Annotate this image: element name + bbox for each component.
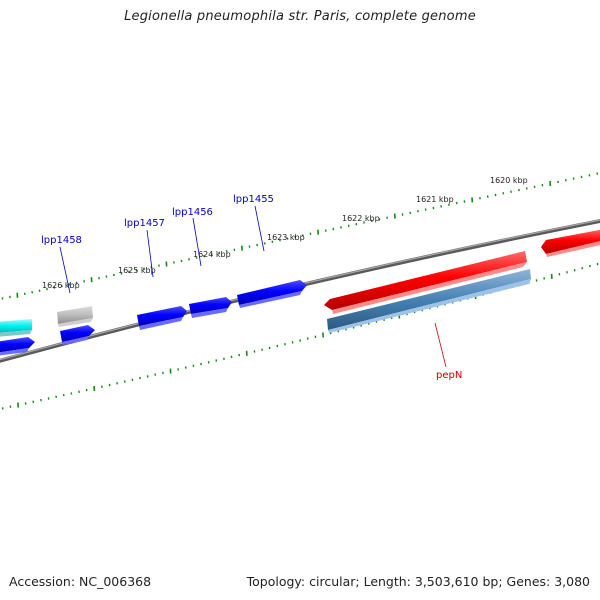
gene-blue-lower[interactable] <box>60 325 95 345</box>
upper-tick-ruler <box>1 172 599 300</box>
gene-label-lpp1456: lpp1456 <box>172 207 213 218</box>
kbp-label-1622: 1622 kbp <box>342 214 380 223</box>
gene-label-pepN: pepN <box>436 370 462 381</box>
gene-blue-left-lower[interactable] <box>0 337 35 356</box>
kbp-label-1626: 1626 kbp <box>42 281 80 290</box>
gene-label-lpp1455: lpp1455 <box>233 194 274 205</box>
accession-text: Accession: NC_006368 <box>9 574 152 589</box>
gene-lpp1455[interactable] <box>237 280 307 308</box>
gene-lpp1457[interactable] <box>137 306 187 330</box>
kbp-label-1623: 1623 kbp <box>267 233 305 242</box>
gene-red-large[interactable] <box>324 251 527 314</box>
kbp-label-1624: 1624 kbp <box>193 250 231 259</box>
kbp-label-1625: 1625 kbp <box>118 266 156 275</box>
leader-lpp1458 <box>59 246 71 294</box>
kbp-label-1620: 1620 kbp <box>490 176 528 185</box>
gene-lpp1456[interactable] <box>189 297 232 318</box>
leader-pepN <box>434 322 447 368</box>
gene-label-lpp1458: lpp1458 <box>41 235 82 246</box>
genome-summary-text: Topology: circular; Length: 3,503,610 bp… <box>246 574 590 589</box>
kbp-label-1621: 1621 kbp <box>416 195 454 204</box>
leader-lpp1455 <box>254 205 265 252</box>
leader-lpp1456 <box>192 217 202 267</box>
map-title: Legionella pneumophila str. Paris, compl… <box>124 9 476 24</box>
gene-lpp1458[interactable] <box>57 306 93 327</box>
gene-red-right[interactable] <box>541 229 600 257</box>
gene-cyan-left[interactable] <box>0 319 32 337</box>
gene-label-lpp1457: lpp1457 <box>124 218 165 229</box>
gene-pepN[interactable] <box>327 269 531 333</box>
leader-lpp1457 <box>146 229 154 278</box>
